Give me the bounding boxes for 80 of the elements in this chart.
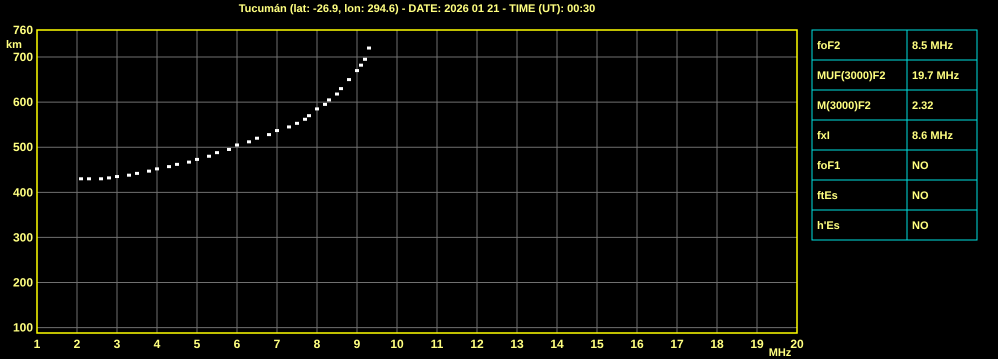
point	[323, 102, 327, 106]
category-label: h'Es	[817, 220, 840, 232]
x-tick-label: 3	[114, 337, 121, 351]
chart-title: Tucumán (lat: -26.9, lon: 294.6) - DATE: 2026 01 21 - TIME (UT): 00:30	[238, 3, 596, 15]
point	[115, 175, 119, 178]
text: 2.32	[912, 100, 934, 112]
x-tick-label: 14	[550, 337, 564, 351]
x-tick-label: 6	[234, 337, 241, 351]
point	[247, 140, 251, 144]
category-label: fxI	[817, 130, 830, 142]
point	[187, 160, 191, 164]
text: NO	[912, 190, 928, 202]
x-tick-label: 12	[470, 337, 484, 351]
category-label: MUF(3000)F2	[817, 70, 886, 82]
x-tick-label: 17	[670, 337, 684, 351]
category-label: foF2	[817, 40, 840, 52]
x-tick-label: 16	[630, 337, 644, 351]
point	[255, 136, 259, 140]
y-tick-label: 300	[12, 230, 34, 244]
x-tick-label: 5	[194, 337, 201, 351]
y-tick-label: 200	[12, 276, 34, 290]
point	[295, 122, 299, 125]
text: 8.6 MHz	[912, 130, 953, 142]
point	[275, 129, 279, 132]
point	[355, 69, 359, 72]
category-label: foF1	[817, 160, 840, 172]
point	[207, 154, 211, 158]
x-tick-label: 15	[590, 337, 604, 351]
point	[127, 174, 131, 177]
y-tick-label: 400	[12, 185, 34, 200]
y-tick-label: 100	[12, 320, 34, 335]
x-tick-label: 1	[34, 337, 41, 351]
point	[135, 172, 139, 175]
text: 19.7 MHz	[912, 70, 960, 82]
point	[227, 148, 231, 151]
category-label: ftEs	[817, 190, 838, 202]
x-tick-label: 13	[510, 337, 524, 351]
point	[147, 170, 151, 173]
x-tick-label: 19	[750, 337, 764, 351]
point	[367, 46, 371, 50]
y-tick-label: 500	[12, 140, 34, 154]
point	[175, 162, 179, 166]
point	[303, 118, 307, 121]
y-axis-title: km	[6, 39, 22, 51]
x-tick-label: 10	[390, 337, 404, 351]
point	[335, 92, 339, 96]
x-tick-label: 7	[274, 337, 281, 351]
x-tick-label: 8	[314, 337, 321, 351]
x-tick-label: 2	[74, 337, 81, 351]
category-label: M(3000)F2	[817, 100, 871, 112]
point	[287, 125, 291, 128]
point	[215, 151, 219, 154]
point	[79, 177, 83, 180]
point	[359, 64, 363, 67]
y-tick-label: 600	[12, 95, 34, 110]
point	[339, 87, 343, 90]
point	[195, 158, 199, 161]
point	[155, 167, 159, 170]
point	[235, 143, 239, 146]
x-tick-label: 4	[154, 337, 161, 351]
text: 8.5 MHz	[912, 40, 953, 52]
x-tick-label: 11	[430, 337, 444, 351]
text: NO	[912, 160, 928, 172]
point	[315, 107, 319, 110]
x-axis-title: MHz	[768, 347, 792, 359]
point	[363, 58, 367, 61]
y-tick-label: 700	[12, 50, 34, 64]
point	[167, 165, 171, 168]
point	[267, 133, 271, 136]
text: NO	[912, 220, 928, 232]
point	[107, 176, 111, 180]
point	[327, 98, 331, 102]
y-tick-label: 760	[12, 23, 34, 37]
point	[87, 177, 91, 180]
x-tick-label: 18	[710, 337, 724, 351]
x-tick-label: 9	[354, 337, 361, 351]
x-tick-label: 20	[790, 337, 804, 351]
point	[307, 114, 311, 118]
point	[347, 78, 351, 82]
point	[99, 177, 103, 180]
